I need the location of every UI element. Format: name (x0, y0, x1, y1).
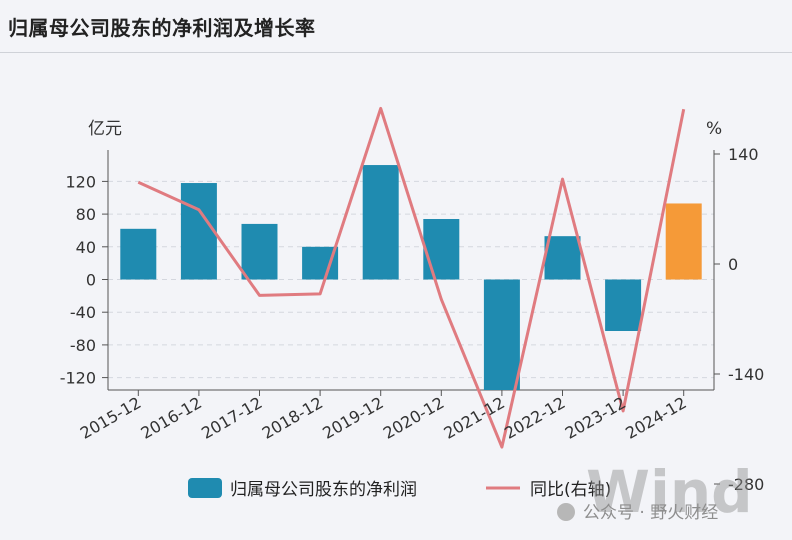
left-tick-label: -120 (60, 369, 96, 388)
bar (605, 279, 642, 332)
bar (544, 236, 581, 280)
bar (362, 165, 399, 280)
left-tick-label: 40 (76, 238, 96, 257)
watermark-brand: Wind (586, 458, 753, 526)
wechat-icon (557, 503, 575, 521)
bar (180, 183, 217, 280)
x-tick-label: 2015-12 (77, 393, 144, 443)
chart-title: 归属母公司股东的净利润及增长率 (8, 16, 316, 40)
right-tick-label: -140 (728, 365, 764, 384)
right-axis-unit: % (706, 119, 722, 139)
left-tick-label: 0 (86, 271, 96, 290)
bar (241, 223, 278, 280)
left-tick-label: 80 (76, 205, 96, 224)
legend-label-bar: 归属母公司股东的净利润 (230, 480, 417, 500)
right-tick-label: 140 (728, 145, 759, 164)
right-tick-label: 0 (728, 255, 738, 274)
right-tick-label: -280 (728, 475, 764, 494)
bar (483, 279, 520, 390)
x-tick-label: 2020-12 (380, 393, 447, 443)
bar (423, 219, 460, 280)
legend-label-line: 同比(右轴) (530, 480, 611, 500)
x-tick-label: 2016-12 (137, 393, 204, 443)
left-tick-label: -80 (70, 336, 96, 355)
bar (665, 203, 702, 280)
x-tick-label: 2023-12 (562, 393, 629, 443)
header: 归属母公司股东的净利润及增长率 (0, 0, 792, 53)
left-axis-unit: 亿元 (88, 119, 122, 139)
bar (302, 246, 339, 280)
left-tick-label: 120 (65, 172, 96, 191)
x-tick-label: 2024-12 (622, 393, 689, 443)
bar (120, 228, 157, 280)
growth-line (137, 106, 686, 449)
x-tick-label: 2018-12 (259, 393, 326, 443)
x-tick-label: 2017-12 (198, 393, 265, 443)
left-tick-label: -40 (70, 303, 96, 322)
x-tick-label: 2019-12 (319, 393, 386, 443)
legend-swatch-bar (188, 478, 222, 498)
watermark-label: 公众号 · 野火财经 (583, 503, 718, 523)
